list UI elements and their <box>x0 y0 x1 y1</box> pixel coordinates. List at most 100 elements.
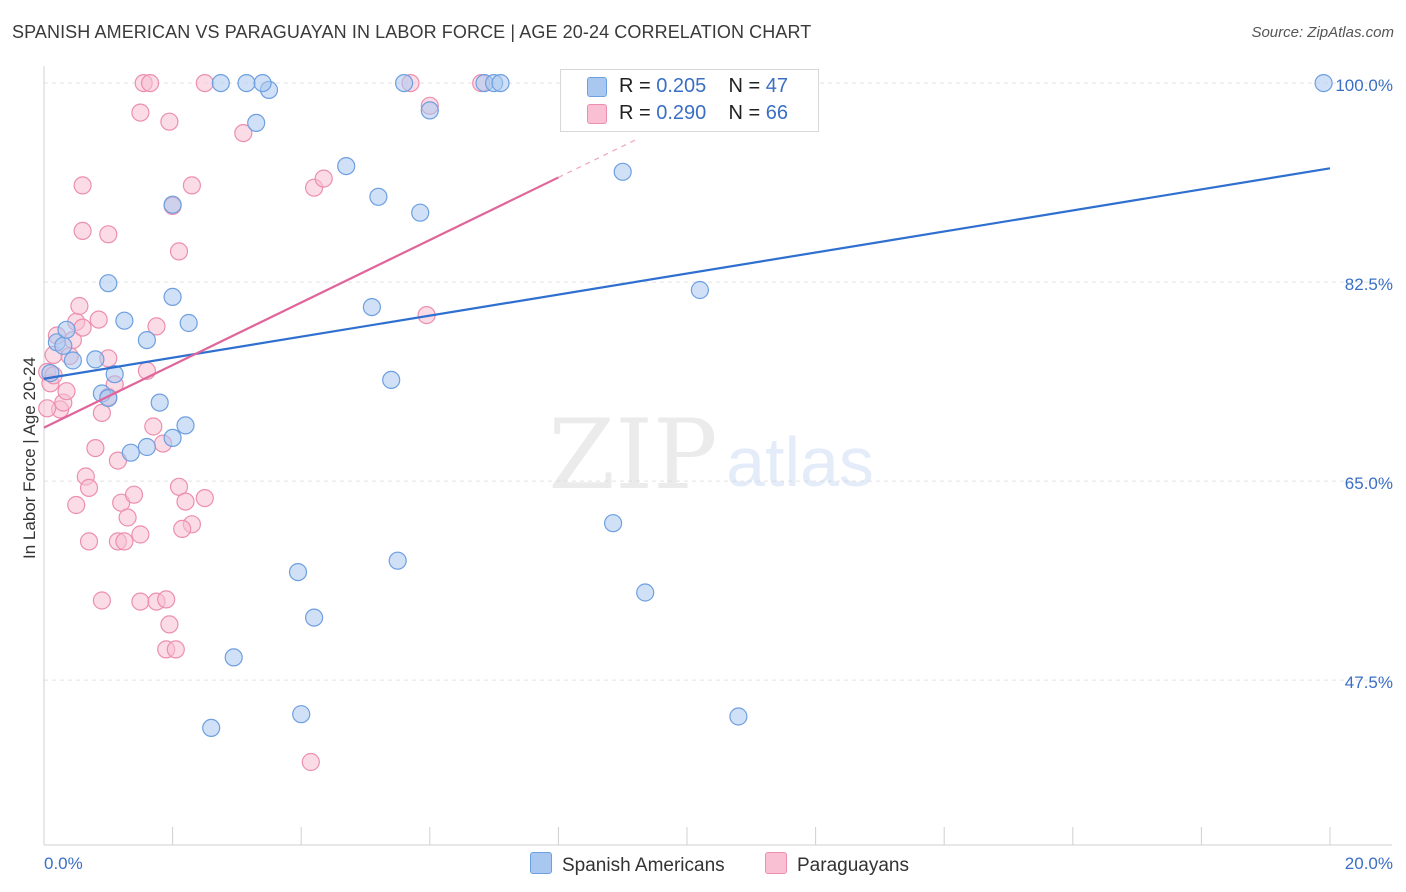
chart-source: Source: ZipAtlas.com <box>1251 24 1394 41</box>
paraguayans-trend-extension <box>558 139 636 179</box>
spanish-americans-point <box>211 73 230 93</box>
y-tick-label: 65.0% <box>1345 474 1393 493</box>
watermark-atlas: atlas <box>726 423 874 501</box>
paraguayans-point <box>314 169 333 188</box>
paraguayans-point <box>57 382 76 401</box>
y-tick-labels: 100.0% 82.5% 65.0% 47.5% <box>1335 76 1393 692</box>
spanish-americans-point <box>86 350 105 369</box>
paraguayans-point <box>169 242 189 261</box>
paraguayans-point <box>131 592 150 611</box>
spanish-americans-point <box>729 707 748 726</box>
legend-swatch-blue <box>587 77 607 97</box>
spanish-americans-point <box>99 274 118 293</box>
spanish-americans-point <box>163 195 182 214</box>
paraguayans-point <box>89 310 108 329</box>
legend-r-label: R = <box>619 75 651 97</box>
paraguayans-point <box>73 176 92 195</box>
spanish-americans-point <box>54 336 73 355</box>
paraguayans-point <box>301 752 320 772</box>
spanish-americans-point <box>150 393 169 412</box>
spanish-americans-point <box>176 416 195 435</box>
paraguayans-point <box>141 73 160 93</box>
paraguayans-point <box>176 492 195 511</box>
paraguayans-point <box>166 640 185 659</box>
legend-r-value: 0.205 <box>656 75 707 97</box>
spanish-americans-point <box>63 351 83 370</box>
spanish-americans-point <box>288 562 308 582</box>
paraguayans-point <box>73 318 92 337</box>
paraguayans-point <box>92 591 112 610</box>
spanish-americans-point <box>115 311 134 330</box>
x-tick-labels: 0.0% 20.0% <box>44 854 1393 873</box>
chart-title: SPANISH AMERICAN VS PARAGUAYAN IN LABOR … <box>12 22 812 42</box>
spanish-americans-point <box>491 73 510 93</box>
gridlines <box>44 82 1392 681</box>
legend-n-label: N = <box>728 102 761 124</box>
paraguayans-point <box>131 103 150 122</box>
paraguayans-point <box>173 519 192 539</box>
paraguayans-points <box>38 73 491 772</box>
x-tick-label-max: 20.0% <box>1345 854 1393 873</box>
correlation-legend: R = 0.205 N = 47 R = 0.290 N = 66 <box>560 69 819 132</box>
spanish-americans-point <box>137 437 156 457</box>
spanish-americans-point <box>163 287 182 306</box>
paraguayans-point <box>131 525 150 544</box>
legend-swatch-pink <box>587 104 607 124</box>
paraguayans-point <box>160 112 179 131</box>
spanish-americans-point <box>690 280 710 300</box>
paraguayans-point <box>73 221 92 240</box>
spanish-americans-point <box>337 157 356 176</box>
spanish-americans-point <box>395 73 414 93</box>
spanish-americans-point <box>382 370 401 389</box>
spanish-americans-point <box>202 718 221 738</box>
paraguayans-point <box>234 124 253 143</box>
bottom-legend-paraguayans: Paraguayans <box>765 852 909 877</box>
spanish-americans-point <box>420 101 439 120</box>
spanish-americans-point <box>247 113 266 133</box>
paraguayans-point <box>195 489 214 508</box>
spanish-americans-point <box>411 203 430 222</box>
spanish-americans-point <box>305 608 324 627</box>
legend-n-value: 47 <box>765 75 789 97</box>
spanish-americans-point <box>179 313 198 333</box>
spanish-americans-point <box>224 648 243 667</box>
spanish-americans-point <box>362 298 381 317</box>
spanish-americans-point <box>603 514 623 533</box>
x-tick-label-min: 0.0% <box>44 854 83 873</box>
paraguayans-point <box>147 317 166 336</box>
paraguayans-point <box>124 485 144 504</box>
y-tick-label: 100.0% <box>1335 76 1393 95</box>
paraguayans-trend-line <box>43 176 559 429</box>
paraguayans-point <box>182 176 201 195</box>
paraguayans-point <box>86 439 105 458</box>
legend-r-value: 0.290 <box>656 102 707 124</box>
bottom-legend-label: Spanish Americans <box>562 855 725 876</box>
spanish-americans-point <box>636 583 655 602</box>
legend-n-label: N = <box>728 75 761 97</box>
paraguayans-point <box>195 73 214 93</box>
paraguayans-point <box>99 225 118 244</box>
paraguayans-point <box>79 532 99 551</box>
paraguayans-point <box>160 615 179 634</box>
watermark-zip: ZIP <box>548 399 717 511</box>
bottom-legend-label: Paraguayans <box>797 855 909 876</box>
legend-r-label: R = <box>619 102 651 124</box>
spanish-americans-trend-line <box>43 167 1331 380</box>
spanish-americans-point <box>163 428 182 447</box>
spanish-americans-point <box>57 320 76 339</box>
spanish-americans-point <box>388 551 407 570</box>
legend-n-value: 66 <box>765 102 789 124</box>
paraguayans-point <box>38 399 57 418</box>
bottom-legend-spanish-americans: Spanish Americans <box>530 852 725 877</box>
paraguayans-point <box>118 508 137 527</box>
spanish-americans-point <box>292 705 311 724</box>
trend-lines <box>43 139 1331 429</box>
spanish-americans-point <box>237 73 256 93</box>
paraguayans-point <box>79 478 99 497</box>
spanish-americans-point <box>613 162 632 181</box>
y-tick-label: 82.5% <box>1345 275 1393 294</box>
paraguayans-point <box>67 495 86 515</box>
spanish-americans-points <box>41 73 1333 738</box>
spanish-americans-point <box>137 331 156 350</box>
